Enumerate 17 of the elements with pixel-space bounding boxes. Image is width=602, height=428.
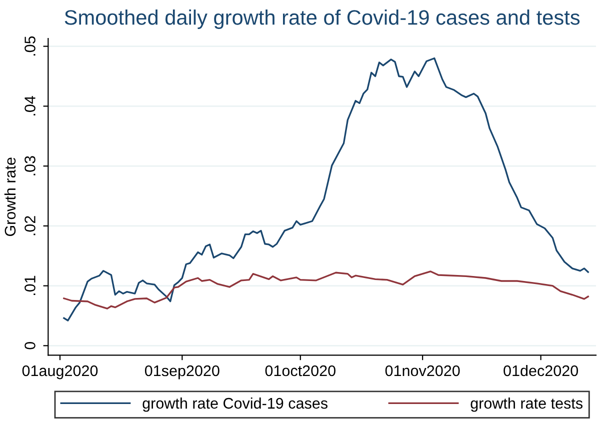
- y-tick-label: 0: [24, 342, 36, 350]
- chart-title: Smoothed daily growth rate of Covid-19 cases and tests: [64, 10, 580, 29]
- x-tick-label: 01oct2020: [265, 365, 336, 376]
- x-tick-label: 01aug2020: [22, 365, 98, 380]
- x-tick-label: 01nov2020: [385, 365, 460, 376]
- line-series: [63, 57, 589, 322]
- x-tick-label: 01sep2020: [144, 365, 220, 380]
- y-tick-label: .01: [24, 276, 36, 296]
- y-tick-label: .04: [24, 96, 36, 116]
- legend-label: growth rate tests: [470, 397, 582, 412]
- y-tick-label: .05: [24, 36, 36, 56]
- legend-label: growth rate Covid-19 cases: [142, 397, 328, 412]
- x-tick-label: 01dec2020: [504, 364, 578, 376]
- y-axis-title: Growth rate: [4, 158, 16, 236]
- y-tick-label: .02: [24, 216, 36, 236]
- y-tick-label: .03: [24, 156, 36, 176]
- line-series: [63, 270, 589, 310]
